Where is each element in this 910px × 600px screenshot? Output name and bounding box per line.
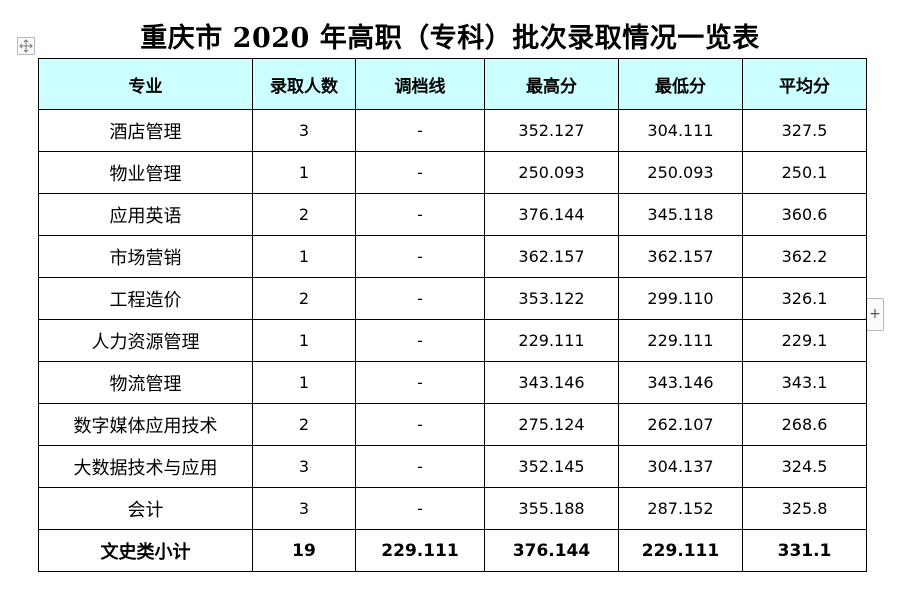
cell-major[interactable]: 人力资源管理: [38, 319, 253, 362]
cell-max-score[interactable]: 250.093: [484, 151, 619, 194]
cell-major[interactable]: 工程造价: [38, 277, 253, 320]
table-row: 人力资源管理 1 - 229.111 229.111 229.1: [38, 319, 867, 362]
cell-admitted-count[interactable]: 2: [252, 277, 356, 320]
cell-min-score[interactable]: 229.111: [618, 319, 743, 362]
cell-admitted-count[interactable]: 3: [252, 487, 356, 530]
table-total-row: 文史类小计 19 229.111 376.144 229.111 331.1: [38, 529, 867, 572]
cell-admitted-count[interactable]: 1: [252, 361, 356, 404]
cell-total-min-score[interactable]: 229.111: [618, 529, 743, 572]
cell-major[interactable]: 物流管理: [38, 361, 253, 404]
table-row: 物业管理 1 - 250.093 250.093 250.1: [38, 151, 867, 194]
cell-major[interactable]: 应用英语: [38, 193, 253, 236]
page-title: 重庆市 2020 年高职（专科）批次录取情况一览表: [140, 23, 760, 54]
cell-cutoff-line[interactable]: -: [355, 151, 485, 194]
cell-avg-score[interactable]: 326.1: [742, 277, 867, 320]
cell-avg-score[interactable]: 325.8: [742, 487, 867, 530]
cell-admitted-count[interactable]: 3: [252, 109, 356, 152]
cell-total-cutoff-line[interactable]: 229.111: [355, 529, 485, 572]
cell-cutoff-line[interactable]: -: [355, 487, 485, 530]
cell-admitted-count[interactable]: 1: [252, 319, 356, 362]
cell-max-score[interactable]: 355.188: [484, 487, 619, 530]
cell-major[interactable]: 物业管理: [38, 151, 253, 194]
cell-max-score[interactable]: 229.111: [484, 319, 619, 362]
header-max-score: 最高分: [484, 58, 619, 110]
cell-major[interactable]: 大数据技术与应用: [38, 445, 253, 488]
cell-admitted-count[interactable]: 2: [252, 193, 356, 236]
cell-avg-score[interactable]: 343.1: [742, 361, 867, 404]
cell-max-score[interactable]: 376.144: [484, 193, 619, 236]
cell-cutoff-line[interactable]: -: [355, 445, 485, 488]
cell-max-score[interactable]: 343.146: [484, 361, 619, 404]
table-row: 工程造价 2 - 353.122 299.110 326.1: [38, 277, 867, 320]
table-move-handle[interactable]: [17, 37, 35, 55]
cell-min-score[interactable]: 250.093: [618, 151, 743, 194]
cell-avg-score[interactable]: 324.5: [742, 445, 867, 488]
cell-max-score[interactable]: 362.157: [484, 235, 619, 278]
cell-cutoff-line[interactable]: -: [355, 109, 485, 152]
table-row: 大数据技术与应用 3 - 352.145 304.137 324.5: [38, 445, 867, 488]
cell-admitted-count[interactable]: 1: [252, 151, 356, 194]
cell-total-avg-score[interactable]: 331.1: [742, 529, 867, 572]
cell-min-score[interactable]: 343.146: [618, 361, 743, 404]
cell-admitted-count[interactable]: 1: [252, 235, 356, 278]
cell-cutoff-line[interactable]: -: [355, 193, 485, 236]
cell-major[interactable]: 数字媒体应用技术: [38, 403, 253, 446]
cell-total-max-score[interactable]: 376.144: [484, 529, 619, 572]
cell-max-score[interactable]: 352.127: [484, 109, 619, 152]
cell-min-score[interactable]: 304.111: [618, 109, 743, 152]
cell-total-admitted-count[interactable]: 19: [252, 529, 356, 572]
plus-icon: +: [869, 306, 881, 322]
header-cutoff-line: 调档线: [355, 58, 485, 110]
cell-min-score[interactable]: 345.118: [618, 193, 743, 236]
cell-max-score[interactable]: 352.145: [484, 445, 619, 488]
cell-min-score[interactable]: 262.107: [618, 403, 743, 446]
cell-avg-score[interactable]: 250.1: [742, 151, 867, 194]
header-min-score: 最低分: [618, 58, 743, 110]
table-row: 数字媒体应用技术 2 - 275.124 262.107 268.6: [38, 403, 867, 446]
header-major: 专业: [38, 58, 253, 110]
cell-major[interactable]: 会计: [38, 487, 253, 530]
cell-major[interactable]: 市场营销: [38, 235, 253, 278]
cell-cutoff-line[interactable]: -: [355, 235, 485, 278]
cell-min-score[interactable]: 304.137: [618, 445, 743, 488]
cell-min-score[interactable]: 299.110: [618, 277, 743, 320]
cell-avg-score[interactable]: 268.6: [742, 403, 867, 446]
move-icon: [19, 39, 33, 53]
table-row: 市场营销 1 - 362.157 362.157 362.2: [38, 235, 867, 278]
cell-max-score[interactable]: 353.122: [484, 277, 619, 320]
table-header-row: 专业 录取人数 调档线 最高分 最低分 平均分: [38, 58, 867, 110]
cell-cutoff-line[interactable]: -: [355, 403, 485, 446]
cell-min-score[interactable]: 287.152: [618, 487, 743, 530]
cell-total-label[interactable]: 文史类小计: [38, 529, 253, 572]
admission-table: 专业 录取人数 调档线 最高分 最低分 平均分 酒店管理 3 - 352.127…: [38, 58, 867, 572]
table-row: 应用英语 2 - 376.144 345.118 360.6: [38, 193, 867, 236]
cell-admitted-count[interactable]: 3: [252, 445, 356, 488]
cell-max-score[interactable]: 275.124: [484, 403, 619, 446]
add-column-button[interactable]: +: [866, 298, 884, 331]
cell-cutoff-line[interactable]: -: [355, 319, 485, 362]
header-admitted-count: 录取人数: [252, 58, 356, 110]
cell-cutoff-line[interactable]: -: [355, 277, 485, 320]
cell-major[interactable]: 酒店管理: [38, 109, 253, 152]
cell-avg-score[interactable]: 362.2: [742, 235, 867, 278]
table-row: 物流管理 1 - 343.146 343.146 343.1: [38, 361, 867, 404]
table-row: 会计 3 - 355.188 287.152 325.8: [38, 487, 867, 530]
cell-avg-score[interactable]: 360.6: [742, 193, 867, 236]
cell-avg-score[interactable]: 229.1: [742, 319, 867, 362]
cell-cutoff-line[interactable]: -: [355, 361, 485, 404]
cell-admitted-count[interactable]: 2: [252, 403, 356, 446]
cell-min-score[interactable]: 362.157: [618, 235, 743, 278]
header-avg-score: 平均分: [742, 58, 867, 110]
cell-avg-score[interactable]: 327.5: [742, 109, 867, 152]
table-row: 酒店管理 3 - 352.127 304.111 327.5: [38, 109, 867, 152]
